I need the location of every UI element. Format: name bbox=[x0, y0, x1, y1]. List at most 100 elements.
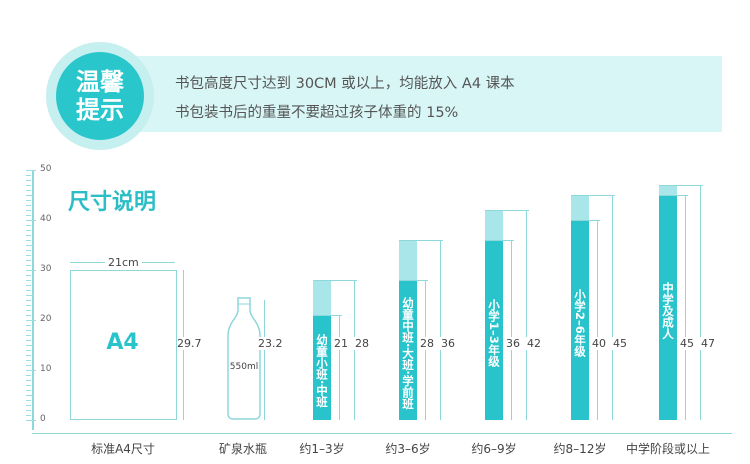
ruler-tick bbox=[26, 340, 31, 341]
ruler-tick bbox=[26, 390, 31, 391]
baseline bbox=[32, 433, 732, 434]
ruler-tick bbox=[26, 265, 31, 266]
ruler-tick bbox=[26, 345, 34, 346]
tip-line-1: 书包高度尺寸达到 30CM 或以上，均能放入 A4 课本 bbox=[175, 76, 515, 92]
bar-range-cap bbox=[313, 280, 331, 315]
bar-fill: 中学及成人 bbox=[659, 195, 677, 420]
ruler-tick bbox=[26, 280, 31, 281]
bar-range-label: 40 45 bbox=[592, 337, 627, 350]
ruler-tick bbox=[26, 410, 31, 411]
a4-height-label: 29.7 bbox=[177, 337, 202, 350]
ruler-tick bbox=[26, 355, 31, 356]
a4-width-label: 21cm bbox=[105, 256, 142, 269]
ruler-tick bbox=[26, 200, 31, 201]
bar-measure-line bbox=[526, 210, 527, 420]
a4-paper bbox=[70, 270, 177, 420]
bar-measure-cap bbox=[659, 185, 703, 186]
ruler-tick bbox=[26, 210, 31, 211]
bottle-height-label: 23.2 bbox=[258, 337, 283, 350]
ruler-tick bbox=[26, 320, 36, 321]
ruler-tick bbox=[26, 225, 31, 226]
tip-title-line2: 提示 bbox=[76, 96, 124, 124]
bar-range-cap bbox=[399, 240, 417, 280]
bottle-volume: 550ml bbox=[229, 362, 259, 372]
bar-fill: 小学1–3年级 bbox=[485, 240, 503, 420]
bottle-category: 矿泉水瓶 bbox=[218, 442, 267, 456]
ruler-tick bbox=[26, 180, 31, 181]
bar-range-cap bbox=[485, 210, 503, 240]
ruler-tick bbox=[26, 175, 31, 176]
bar-measure-line bbox=[339, 315, 340, 420]
bar-range-label: 36 42 bbox=[506, 337, 541, 350]
ruler-tick bbox=[26, 335, 31, 336]
bar-fill: 幼童中班·大班·学前班 bbox=[399, 280, 417, 420]
tip-title-line1: 温馨 bbox=[76, 68, 124, 96]
bar-measure-line bbox=[597, 220, 598, 420]
tip-band bbox=[100, 56, 722, 132]
bar-measure-line bbox=[425, 280, 426, 420]
bar-range-cap bbox=[659, 185, 677, 195]
bar-measure-line bbox=[354, 280, 355, 420]
ruler-tick-label: 30 bbox=[40, 264, 52, 274]
ruler-tick bbox=[26, 270, 36, 271]
bar-category: 约1–3岁 bbox=[299, 442, 345, 456]
a4-category: 标准A4尺寸 bbox=[91, 442, 155, 456]
bar-category: 约3–6岁 bbox=[385, 442, 431, 456]
ruler-tick bbox=[26, 260, 31, 261]
bar-measure-line bbox=[440, 240, 441, 420]
bar-measure-cap bbox=[571, 220, 600, 221]
ruler-tick bbox=[26, 365, 31, 366]
bar-category: 约6–9岁 bbox=[471, 442, 517, 456]
tip-line-2: 书包装书后的重量不要超过孩子体重的 15% bbox=[175, 105, 459, 121]
ruler-tick bbox=[26, 220, 36, 221]
bar-fill: 幼童小班·中班 bbox=[313, 315, 331, 420]
section-title: 尺寸说明 bbox=[68, 190, 157, 215]
ruler-tick bbox=[26, 235, 31, 236]
ruler-tick bbox=[26, 420, 36, 421]
ruler-tick bbox=[26, 415, 31, 416]
bar-range-label: 28 36 bbox=[420, 337, 455, 350]
ruler-tick bbox=[26, 400, 31, 401]
bar-measure-cap bbox=[399, 280, 428, 281]
ruler-tick bbox=[26, 350, 31, 351]
bar-measure-cap bbox=[399, 240, 443, 241]
bar-range-label: 45 47 bbox=[680, 337, 715, 350]
ruler-tick bbox=[26, 275, 31, 276]
ruler-tick bbox=[26, 385, 31, 386]
bar-measure-cap bbox=[659, 195, 688, 196]
ruler-tick-label: 50 bbox=[40, 164, 52, 174]
bar-measure-line bbox=[700, 185, 701, 420]
ruler-tick bbox=[26, 255, 31, 256]
ruler-tick bbox=[26, 360, 31, 361]
ruler-tick-label: 40 bbox=[40, 214, 52, 224]
ruler-tick bbox=[26, 325, 31, 326]
bar-category: 约8–12岁 bbox=[553, 442, 607, 456]
ruler-tick bbox=[26, 300, 31, 301]
bar-measure-cap bbox=[313, 315, 342, 316]
bar-range-label: 21 28 bbox=[334, 337, 369, 350]
ruler-tick-label: 10 bbox=[40, 364, 52, 374]
ruler-tick bbox=[26, 240, 31, 241]
ruler-tick bbox=[26, 230, 31, 231]
bottle-height-line bbox=[264, 300, 265, 420]
ruler-tick bbox=[26, 395, 34, 396]
bar-measure-line bbox=[612, 195, 613, 420]
ruler-tick bbox=[26, 190, 31, 191]
bar-range-cap bbox=[571, 195, 589, 220]
ruler-tick bbox=[26, 170, 36, 171]
ruler-tick bbox=[26, 305, 31, 306]
ruler-tick bbox=[26, 315, 31, 316]
ruler-tick bbox=[26, 310, 31, 311]
bottle-icon bbox=[227, 297, 261, 420]
ruler-tick bbox=[26, 205, 31, 206]
bar-fill: 小学2–6年级 bbox=[571, 220, 589, 420]
ruler-tick bbox=[26, 375, 31, 376]
ruler-tick bbox=[26, 380, 31, 381]
ruler-axis bbox=[32, 170, 34, 430]
ruler-tick bbox=[26, 330, 31, 331]
ruler-tick bbox=[26, 215, 31, 216]
bar-measure-line bbox=[511, 240, 512, 420]
a4-label: A4 bbox=[106, 330, 139, 355]
bar-category: 中学阶段或以上 bbox=[625, 442, 710, 456]
ruler-tick bbox=[26, 195, 34, 196]
